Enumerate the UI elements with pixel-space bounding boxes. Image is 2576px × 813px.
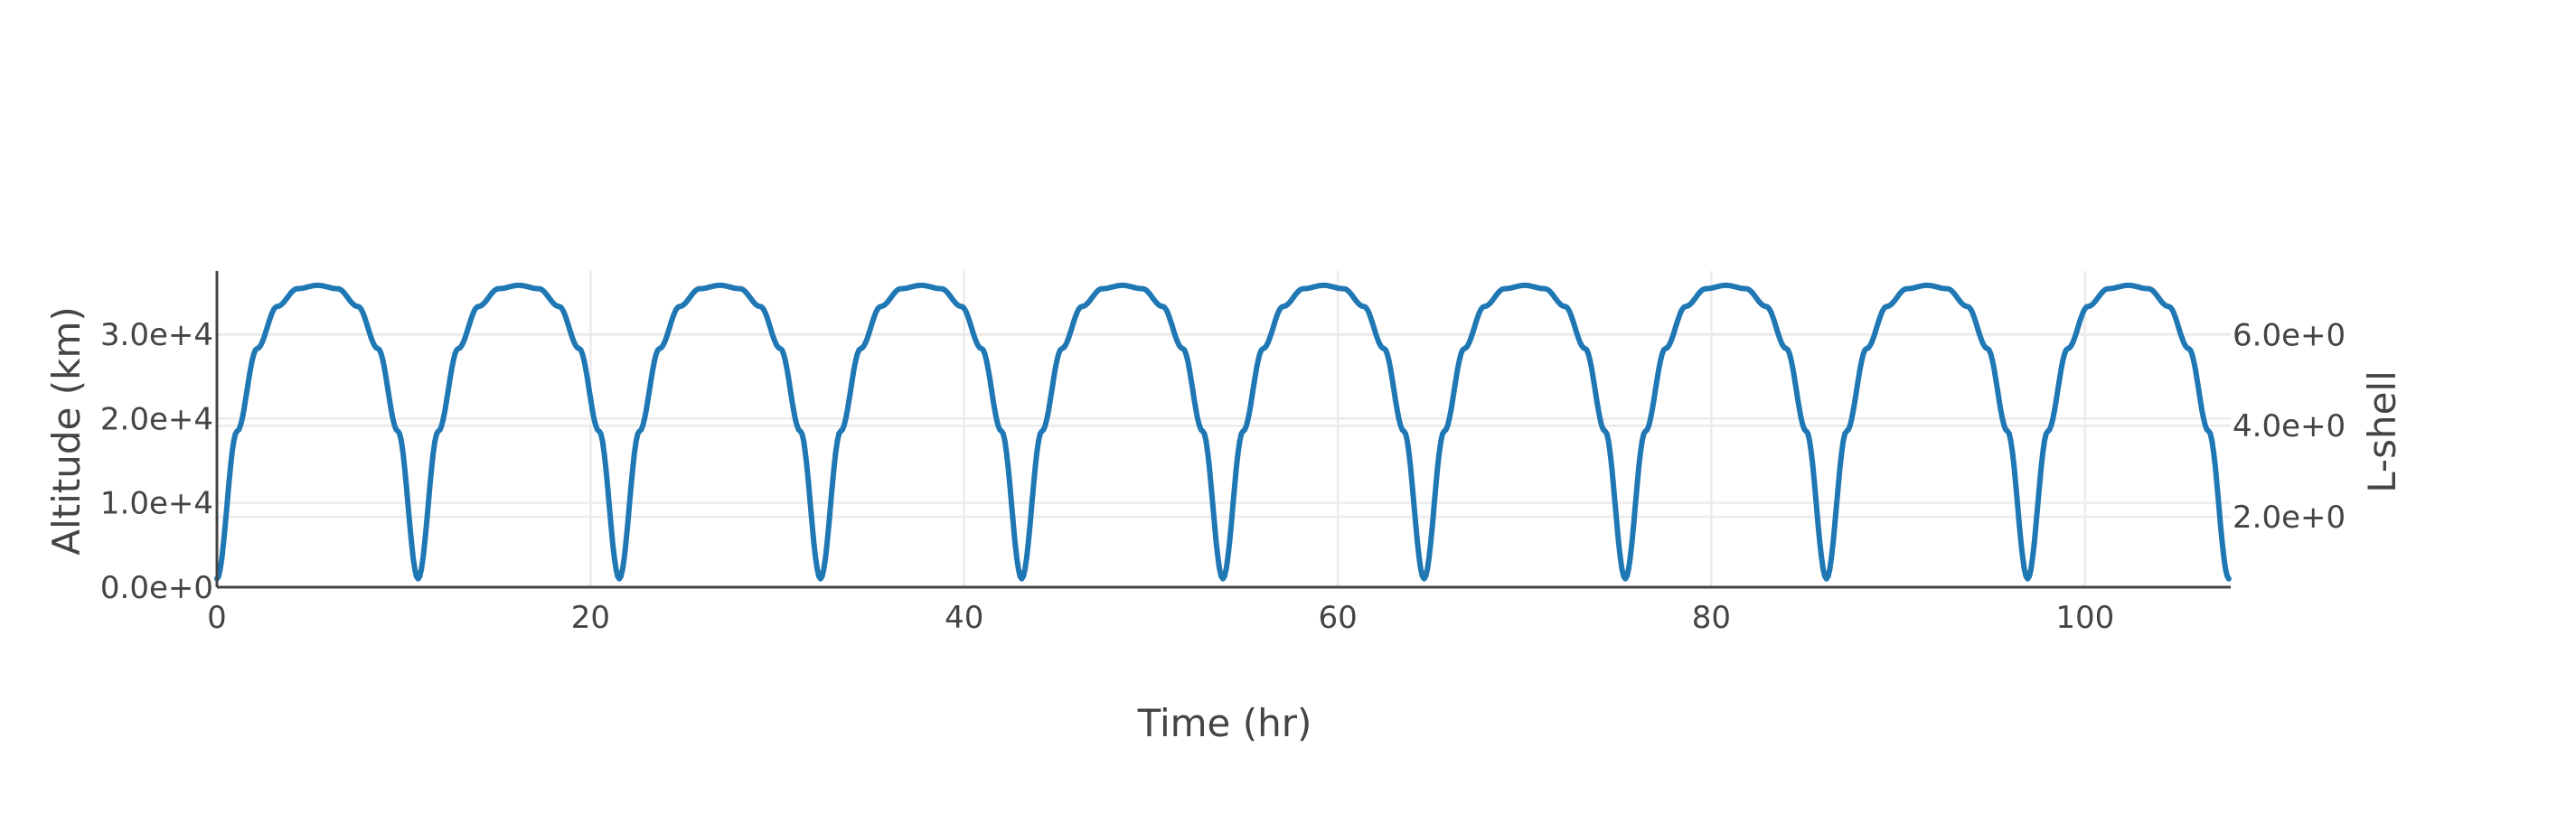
x-tick-label: 20 — [571, 600, 610, 636]
y-tick-label: 0.0e+0 — [100, 570, 213, 606]
y2-tick-label: 4.0e+0 — [2233, 408, 2346, 444]
x-axis-title: Time (hr) — [1137, 701, 1312, 745]
x-tick-label: 0 — [207, 600, 227, 636]
y-tick-label: 2.0e+4 — [100, 401, 213, 437]
x-tick-label: 100 — [2055, 600, 2114, 636]
y2-tick-label: 2.0e+0 — [2233, 500, 2346, 536]
x-tick-label: 40 — [945, 600, 983, 636]
altitude-series-line — [214, 282, 2232, 582]
axes — [215, 271, 2231, 589]
grid-lines — [217, 271, 2231, 587]
y-axis-title: Altitude (km) — [44, 306, 89, 555]
tick-labels: 0 20 40 60 80 100 0.0e+0 1.0e+4 2.0e+4 3.0e+4 2.0e… — [100, 317, 2346, 636]
y2-tick-label: 6.0e+0 — [2233, 318, 2346, 354]
x-tick-label: 60 — [1318, 600, 1357, 636]
x-tick-label: 80 — [1692, 600, 1731, 636]
y-tick-label: 1.0e+4 — [100, 486, 213, 522]
y2-axis-title: L-shell — [2360, 370, 2404, 493]
y-tick-label: 3.0e+4 — [100, 317, 213, 353]
data-series-layer — [214, 282, 2232, 582]
